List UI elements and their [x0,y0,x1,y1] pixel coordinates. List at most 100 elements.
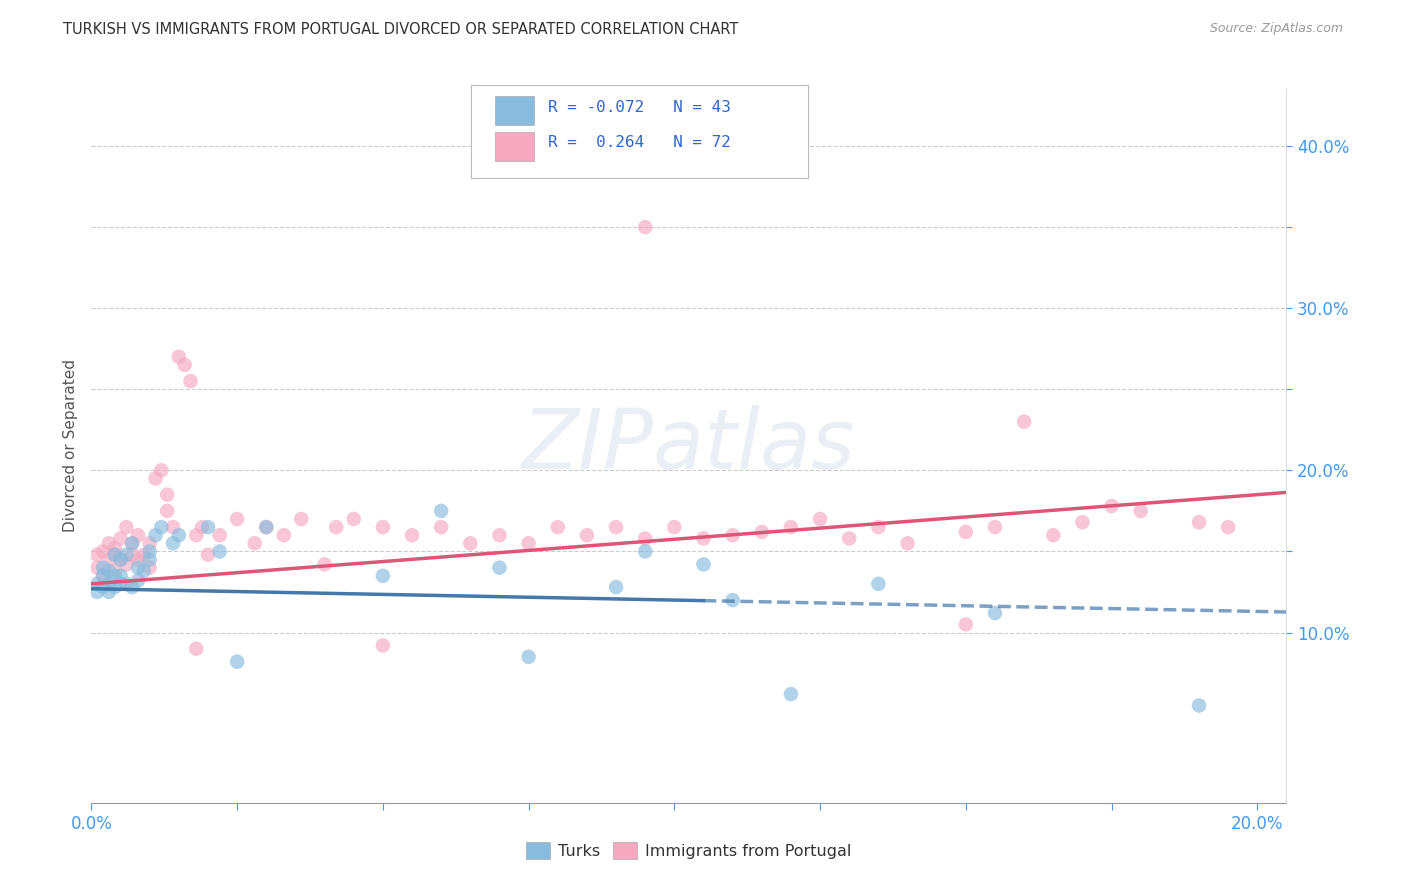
Point [121,580,143,594]
Point [186,641,208,656]
Point [132,548,155,562]
Point [1071,515,1094,529]
Point [167,528,190,542]
Point [1042,528,1064,542]
Point [110,568,132,582]
Point [517,649,540,664]
Text: R =  0.264   N = 72: R = 0.264 N = 72 [548,136,731,150]
Point [104,548,127,562]
Point [104,541,127,556]
Point [1129,504,1152,518]
Point [401,528,423,542]
Point [110,552,132,566]
Point [721,528,744,542]
Point [605,580,627,594]
Point [86,548,108,562]
Point [138,544,160,558]
Text: Source: ZipAtlas.com: Source: ZipAtlas.com [1209,22,1343,36]
Point [751,524,773,539]
Point [1101,499,1123,513]
Point [97,564,120,578]
Point [605,520,627,534]
Point [664,520,686,534]
Text: TURKISH VS IMMIGRANTS FROM PORTUGAL DIVORCED OR SEPARATED CORRELATION CHART: TURKISH VS IMMIGRANTS FROM PORTUGAL DIVO… [63,22,738,37]
Point [254,520,277,534]
Point [115,558,138,572]
Point [145,528,167,542]
Point [110,552,132,566]
Point [955,617,977,632]
Point [838,532,860,546]
Point [430,520,453,534]
Point [984,520,1007,534]
Point [197,548,219,562]
Point [86,560,108,574]
Point [138,560,160,574]
Point [226,512,249,526]
Point [91,568,114,582]
Point [127,528,149,542]
Point [156,504,179,518]
Point [121,536,143,550]
Point [488,560,510,574]
Point [1188,515,1211,529]
Point [290,512,312,526]
Point [692,532,714,546]
Point [634,544,657,558]
Point [115,577,138,591]
Legend: Turks, Immigrants from Portugal: Turks, Immigrants from Portugal [526,842,852,859]
Point [162,520,184,534]
Point [186,528,208,542]
Point [167,350,190,364]
Point [488,528,510,542]
Point [132,564,155,578]
Point [808,512,831,526]
Point [150,520,173,534]
Point [243,536,266,550]
Point [197,520,219,534]
Point [173,358,195,372]
Point [273,528,295,542]
Point [110,577,132,591]
Point [127,552,149,566]
Point [955,524,977,539]
Point [110,532,132,546]
Point [115,548,138,562]
Point [780,520,803,534]
Point [156,488,179,502]
Point [138,552,160,566]
Point [121,536,143,550]
Point [97,577,120,591]
Point [1218,520,1240,534]
Point [115,520,138,534]
Point [179,374,201,388]
Point [868,577,890,591]
Point [226,655,249,669]
Text: ZIPatlas: ZIPatlas [522,406,856,486]
Point [1188,698,1211,713]
Point [97,536,120,550]
Point [208,528,231,542]
Point [91,544,114,558]
Point [138,536,160,550]
Point [984,606,1007,620]
Point [104,568,127,582]
Point [191,520,214,534]
Point [121,548,143,562]
Point [325,520,347,534]
Point [430,504,453,518]
Point [343,512,366,526]
Point [91,580,114,594]
Y-axis label: Divorced or Separated: Divorced or Separated [62,359,77,533]
Text: R = -0.072   N = 43: R = -0.072 N = 43 [548,100,731,114]
Point [91,568,114,582]
Point [517,536,540,550]
Point [104,564,127,578]
Point [208,544,231,558]
Point [896,536,918,550]
Point [692,558,714,572]
Point [314,558,336,572]
Point [104,580,127,594]
Point [127,574,149,588]
Point [371,568,394,582]
